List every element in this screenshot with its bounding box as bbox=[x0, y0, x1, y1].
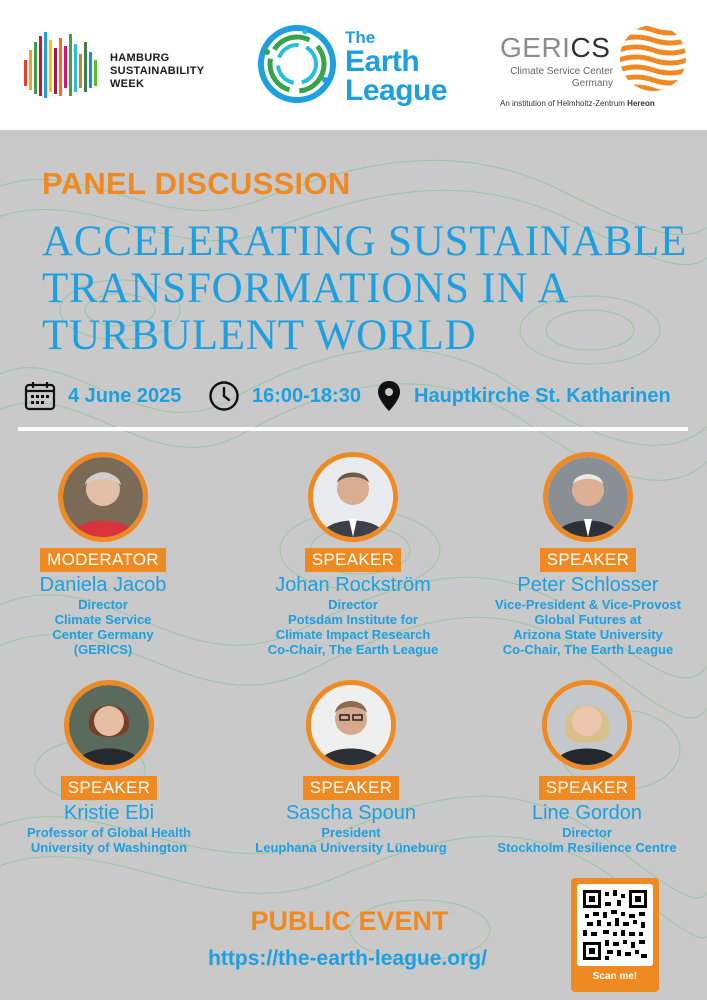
person-affiliation: Center Germany bbox=[52, 627, 154, 642]
earth-league-wordmark: The Earth League bbox=[345, 28, 448, 107]
person-name: Sascha Spoun bbox=[285, 802, 417, 824]
person-photo-icon bbox=[547, 685, 627, 765]
person-affiliation: Director bbox=[328, 597, 378, 612]
person-affiliation: President bbox=[321, 825, 381, 840]
avatar bbox=[306, 680, 396, 770]
person-affiliation: Arizona State University bbox=[513, 627, 663, 642]
person-photo-icon bbox=[63, 457, 143, 537]
divider bbox=[18, 427, 688, 431]
person-photo-icon bbox=[548, 457, 628, 537]
event-title: ACCELERATING SUSTAINABLE TRANSFORMATIONS… bbox=[42, 218, 688, 359]
panel-discussion-label: PANEL DISCUSSION bbox=[42, 166, 351, 201]
gerics-wordmark: GERICS bbox=[500, 32, 611, 63]
person-card-speaker: SPEAKER Johan Rockström Director Potsdam… bbox=[238, 452, 468, 657]
person-affiliation: Stockholm Resilience Centre bbox=[497, 840, 677, 855]
person-card-moderator: MODERATOR Daniela Jacob Director Climate… bbox=[0, 452, 218, 657]
role-badge: MODERATOR bbox=[40, 548, 166, 572]
person-name: Kristie Ebi bbox=[63, 802, 155, 824]
avatar bbox=[542, 680, 632, 770]
event-location: Hauptkirche St. Katharinen bbox=[376, 376, 671, 416]
person-name: Line Gordon bbox=[531, 802, 643, 824]
avatar bbox=[308, 452, 398, 542]
qr-code[interactable] bbox=[577, 884, 653, 966]
person-affiliation: Climate Service bbox=[54, 612, 152, 627]
person-affiliation: Potsdam Institute for bbox=[287, 612, 418, 627]
clock-icon bbox=[209, 381, 239, 411]
person-photo-icon bbox=[311, 685, 391, 765]
hsw-bars-icon bbox=[24, 32, 97, 98]
person-card-speaker: SPEAKER Sascha Spoun President Leuphana … bbox=[236, 680, 466, 855]
person-affiliation: Professor of Global Health bbox=[27, 825, 191, 840]
person-affiliation: Climate Impact Research bbox=[275, 627, 431, 642]
person-affiliation: Co-Chair, The Earth League bbox=[267, 642, 439, 657]
person-card-speaker: SPEAKER Peter Schlosser Vice-President &… bbox=[473, 452, 703, 657]
person-photo-icon bbox=[69, 685, 149, 765]
gerics-waves-icon bbox=[620, 25, 686, 91]
person-name: Peter Schlosser bbox=[517, 574, 659, 596]
qr-code-icon bbox=[583, 890, 647, 960]
earth-league-ring-icon bbox=[258, 25, 336, 103]
person-card-speaker: SPEAKER Line Gordon Director Stockholm R… bbox=[472, 680, 702, 855]
role-badge: SPEAKER bbox=[539, 548, 637, 572]
role-badge: SPEAKER bbox=[538, 776, 636, 800]
event-location-text: Hauptkirche St. Katharinen bbox=[414, 384, 671, 407]
role-badge: SPEAKER bbox=[304, 548, 402, 572]
avatar bbox=[64, 680, 154, 770]
map-pin-icon bbox=[378, 381, 400, 411]
hamburg-sustainability-week-logo: HAMBURG SUSTAINABILITY WEEK bbox=[22, 30, 222, 102]
person-affiliation: Vice-President & Vice-Provost bbox=[495, 597, 681, 612]
qr-scan-label: Scan me! bbox=[592, 971, 638, 982]
person-affiliation: Director bbox=[562, 825, 612, 840]
hsw-wordmark: HAMBURG SUSTAINABILITY WEEK bbox=[110, 52, 205, 90]
event-date: 4 June 2025 bbox=[24, 376, 181, 416]
calendar-icon bbox=[24, 382, 56, 411]
person-affiliation: Co-Chair, The Earth League bbox=[502, 642, 674, 657]
person-affiliation: Director bbox=[78, 597, 128, 612]
role-badge: SPEAKER bbox=[302, 776, 400, 800]
gerics-subtitle: Climate Service Center Germany bbox=[510, 66, 613, 89]
avatar bbox=[543, 452, 633, 542]
event-time-text: 16:00-18:30 bbox=[252, 384, 361, 407]
event-info-row: 4 June 2025 16:00-18:30 Hauptkirche St. … bbox=[24, 376, 694, 416]
person-affiliation: Global Futures at bbox=[534, 612, 642, 627]
avatar bbox=[58, 452, 148, 542]
person-affiliation: (GERICS) bbox=[73, 642, 133, 657]
person-name: Johan Rockström bbox=[275, 574, 431, 596]
person-affiliation: University of Washington bbox=[30, 840, 188, 855]
person-card-speaker: SPEAKER Kristie Ebi Professor of Global … bbox=[0, 680, 224, 855]
role-badge: SPEAKER bbox=[60, 776, 158, 800]
qr-code-card[interactable]: Scan me! bbox=[571, 878, 659, 992]
event-time: 16:00-18:30 bbox=[208, 376, 361, 416]
gerics-logo: GERICS Climate Service Center Germany An… bbox=[498, 24, 693, 114]
header-bar: HAMBURG SUSTAINABILITY WEEK The Earth Le… bbox=[0, 0, 707, 130]
public-event-label: PUBLIC EVENT bbox=[250, 906, 449, 936]
contour-background bbox=[0, 159, 707, 961]
person-name: Daniela Jacob bbox=[39, 574, 167, 596]
event-url-link[interactable]: https://the-earth-league.org/ bbox=[208, 947, 487, 970]
person-photo-icon bbox=[313, 457, 393, 537]
gerics-institution: An institution of Helmholtz-Zentrum Here… bbox=[500, 99, 655, 108]
event-date-text: 4 June 2025 bbox=[68, 384, 182, 407]
earth-league-logo: The Earth League bbox=[255, 22, 455, 110]
person-affiliation: Leuphana University Lüneburg bbox=[255, 840, 447, 855]
